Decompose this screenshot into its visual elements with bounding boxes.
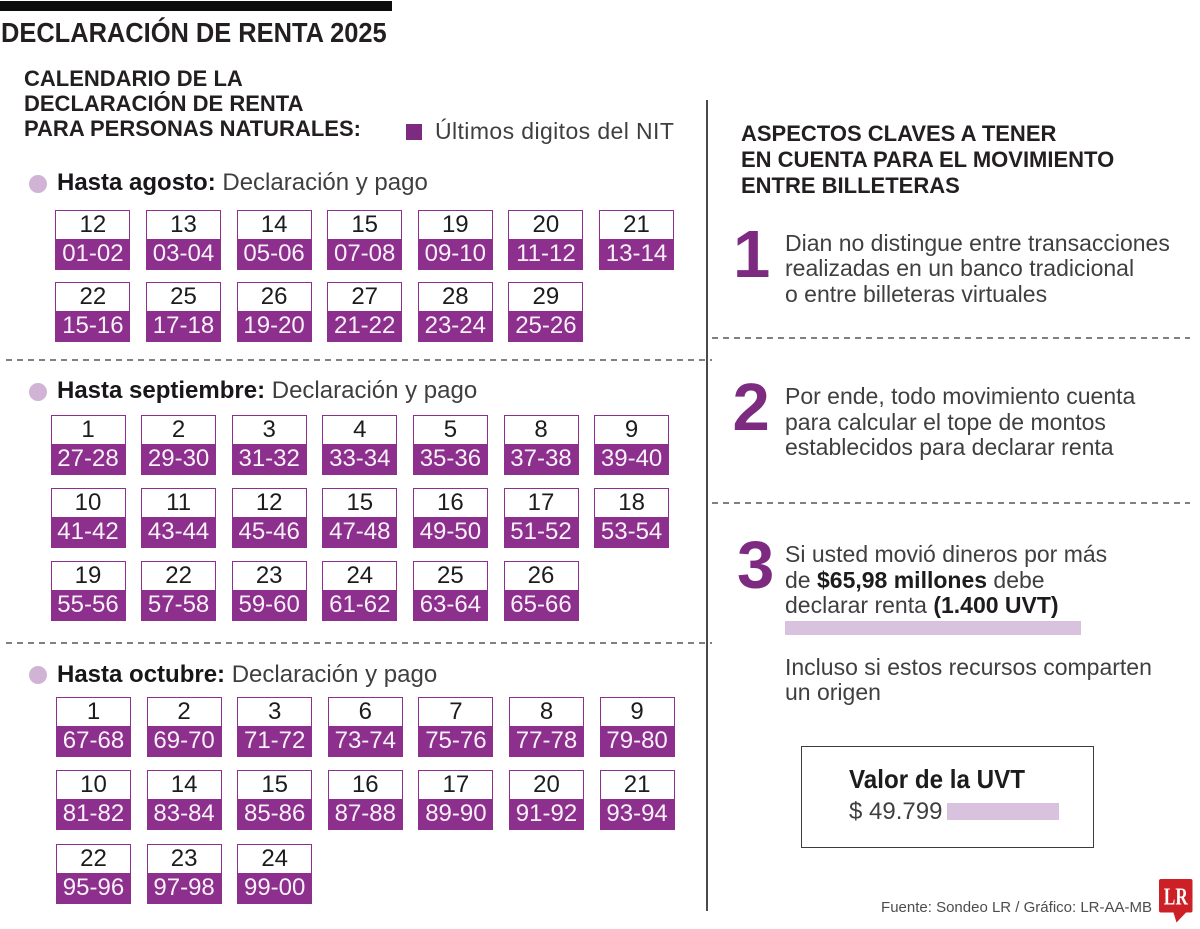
svg-text:LR: LR	[1164, 885, 1188, 911]
